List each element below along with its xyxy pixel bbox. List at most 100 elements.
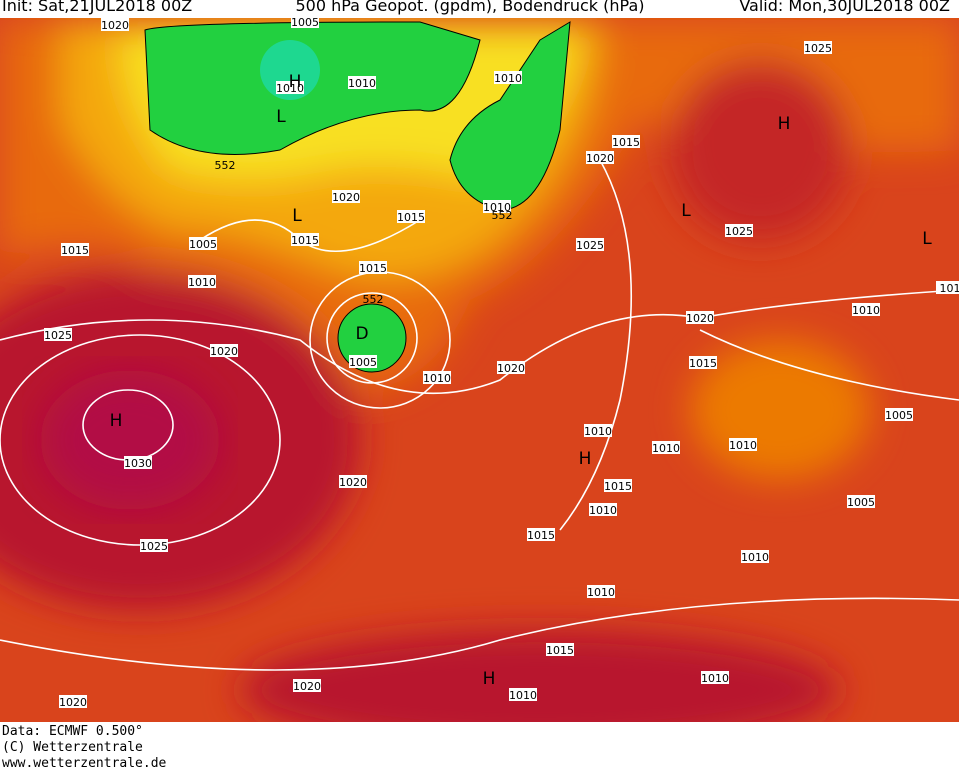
label-box	[847, 495, 875, 508]
iso: 1010	[589, 504, 617, 517]
label-box	[852, 303, 880, 316]
footer-bg	[0, 722, 959, 770]
iso: 1010	[276, 82, 304, 95]
iso: 1015	[397, 211, 425, 224]
label-box	[576, 238, 604, 251]
iso: 1020	[497, 362, 525, 375]
iso: 1025	[576, 239, 604, 252]
iso: 1010	[741, 551, 769, 564]
label-box	[584, 424, 612, 437]
iso: 1010	[852, 304, 880, 317]
label-box	[494, 71, 522, 84]
label-box	[497, 361, 525, 374]
label-box	[188, 275, 216, 288]
iso: 1015	[61, 244, 89, 257]
iso: 1010	[701, 672, 729, 685]
label-box	[604, 479, 632, 492]
label-box	[61, 243, 89, 256]
label-box	[612, 135, 640, 148]
label-box	[509, 688, 537, 701]
ctr: D	[355, 324, 368, 344]
label-box	[589, 503, 617, 516]
iso: 552	[492, 209, 513, 222]
label-box	[189, 237, 217, 250]
label-box	[291, 233, 319, 246]
ft: (C) Wetterzentrale	[2, 740, 143, 755]
label-box	[587, 585, 615, 598]
iso: 1010	[423, 372, 451, 385]
iso: 1020	[586, 152, 614, 165]
label-box	[59, 695, 87, 708]
label-box	[729, 438, 757, 451]
label-box	[348, 76, 376, 89]
label-box	[44, 328, 72, 341]
iso: 1015	[527, 529, 555, 542]
iso: 1010	[652, 442, 680, 455]
label-box	[210, 344, 238, 357]
iso: 1020	[339, 476, 367, 489]
label-box	[359, 261, 387, 274]
iso: 1015	[604, 480, 632, 493]
label-box	[586, 151, 614, 164]
header-init: Init: Sat,21JUL2018 00Z	[2, 0, 192, 15]
ft: Data: ECMWF 0.500°	[2, 724, 143, 739]
header-title: 500 hPa Geopot. (gpdm), Bodendruck (hPa)	[295, 0, 644, 15]
label-box	[936, 281, 959, 294]
iso: 1010	[483, 201, 511, 214]
iso: 1010	[348, 77, 376, 90]
iso: 1005	[349, 356, 377, 369]
ctr: L	[922, 229, 932, 249]
ctr: H	[579, 449, 592, 469]
iso: 1010	[584, 425, 612, 438]
label-box	[293, 679, 321, 692]
label-box	[652, 441, 680, 454]
iso: 1020	[59, 696, 87, 709]
iso: 1010	[509, 689, 537, 702]
label-box	[885, 408, 913, 421]
iso: 1025	[44, 329, 72, 342]
ctr: L	[681, 201, 691, 221]
label-box	[701, 671, 729, 684]
iso: 1015	[359, 262, 387, 275]
label-box	[483, 200, 511, 213]
iso: 1005	[847, 496, 875, 509]
label-box	[804, 41, 832, 54]
label-box	[689, 356, 717, 369]
ctr: H	[289, 72, 302, 92]
iso: 101	[940, 282, 959, 295]
label-box	[339, 475, 367, 488]
iso: 552	[363, 293, 384, 306]
iso: 1020	[686, 312, 714, 325]
ctr: H	[778, 114, 791, 134]
iso: 1015	[612, 136, 640, 149]
label-box	[276, 81, 304, 94]
label-box	[725, 224, 753, 237]
label-box	[527, 528, 555, 541]
label-box	[124, 456, 152, 469]
label-box	[349, 355, 377, 368]
label-box	[546, 643, 574, 656]
iso: 1010	[729, 439, 757, 452]
label-box	[332, 190, 360, 203]
iso: 1020	[210, 345, 238, 358]
ctr: H	[110, 411, 123, 431]
iso: 1015	[546, 644, 574, 657]
label-box	[741, 550, 769, 563]
iso: 1010	[587, 586, 615, 599]
iso: 1005	[291, 16, 319, 29]
iso: 1010	[188, 276, 216, 289]
header-bg	[0, 0, 959, 18]
header-valid: Valid: Mon,30JUL2018 00Z	[739, 0, 950, 15]
iso: 1015	[291, 234, 319, 247]
ctr: H	[483, 669, 496, 689]
iso: 1005	[885, 409, 913, 422]
label-box	[397, 210, 425, 223]
ctr: L	[276, 107, 286, 127]
label-box	[101, 18, 129, 31]
iso: 552	[215, 159, 236, 172]
iso: 1020	[293, 680, 321, 693]
iso: 1025	[725, 225, 753, 238]
iso: 1020	[332, 191, 360, 204]
label-box	[423, 371, 451, 384]
